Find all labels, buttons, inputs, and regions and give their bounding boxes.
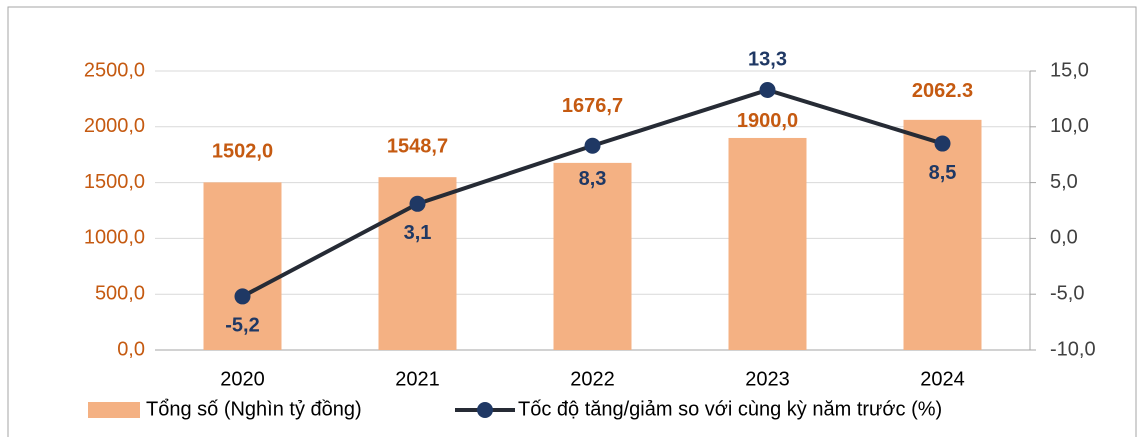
x-tick-label: 2020 [220, 368, 265, 390]
y2-tick-label: 5,0 [1050, 171, 1078, 193]
line-value-label: -5,2 [225, 315, 259, 337]
y2-tick-label: 10,0 [1050, 115, 1089, 137]
x-tick-label: 2021 [395, 368, 440, 390]
y-tick-label: 1000,0 [84, 227, 145, 249]
bar [903, 119, 982, 350]
line-value-label: 13,3 [748, 48, 787, 70]
bar [728, 137, 807, 350]
chart-frame [7, 6, 1137, 437]
y2-tick-label: 0,0 [1050, 227, 1078, 249]
x-tick-label: 2023 [745, 368, 790, 390]
y2-tick-label: -5,0 [1050, 282, 1084, 304]
bar-value-label: 1502,0 [212, 141, 273, 163]
legend-marker [477, 402, 493, 418]
y-tick-label: 1500,0 [84, 171, 145, 193]
line-marker [584, 137, 601, 154]
bar-value-label: 1676,7 [562, 95, 623, 117]
y-tick-label: 500,0 [95, 282, 145, 304]
x-tick-label: 2024 [920, 368, 965, 390]
legend-swatch [88, 402, 140, 418]
line-marker [759, 81, 776, 98]
line-value-label: 8,3 [579, 168, 607, 190]
x-tick-label: 2022 [570, 368, 615, 390]
bar [203, 182, 282, 350]
line-marker [234, 288, 251, 305]
bar-value-label: 1900,0 [737, 110, 798, 132]
y-tick-label: 0,0 [117, 338, 145, 360]
y2-tick-label: -10,0 [1050, 338, 1096, 360]
line-value-label: 3,1 [404, 222, 432, 244]
line-value-label: 8,5 [929, 162, 957, 184]
bar [553, 162, 632, 350]
line-marker [409, 195, 426, 212]
line-marker [934, 135, 951, 152]
bar-value-label: 2062.3 [912, 80, 973, 102]
legend-label: Tổng số (Nghìn tỷ đồng) [146, 398, 362, 420]
y-tick-label: 2000,0 [84, 115, 145, 137]
y2-tick-label: 15,0 [1050, 59, 1089, 81]
bar-value-label: 1548,7 [387, 135, 448, 157]
legend-label: Tốc độ tăng/giảm so với cùng kỳ năm trướ… [518, 398, 942, 420]
y-tick-label: 2500,0 [84, 59, 145, 81]
